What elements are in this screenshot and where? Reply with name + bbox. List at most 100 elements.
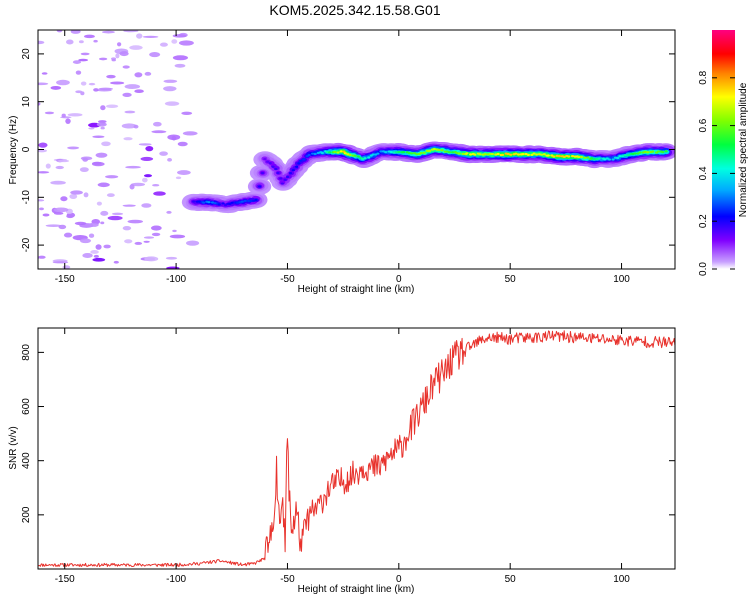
- heatmap-x-label: Height of straight line (km): [298, 284, 415, 295]
- snr-y-tick-label: 400: [21, 452, 32, 469]
- heatmap-noise-cell: [45, 224, 62, 227]
- heatmap-ridge-cell: [432, 147, 436, 151]
- heatmap-ridge-cell: [514, 152, 518, 155]
- heatmap-noise-cell: [107, 215, 123, 221]
- heatmap-noise-cell: [186, 240, 200, 246]
- heatmap-ridge-cell: [286, 175, 290, 179]
- heatmap-ridge-cell: [210, 201, 215, 204]
- heatmap-ridge-cell: [501, 153, 505, 156]
- heatmap-noise-cell: [66, 214, 74, 219]
- heatmap-noise-cell: [79, 167, 89, 173]
- heatmap-noise-cell: [124, 110, 136, 114]
- heatmap-noise-cell: [159, 151, 168, 156]
- heatmap-noise-cell: [122, 92, 132, 98]
- heatmap-noise-cell: [82, 157, 89, 162]
- heatmap-ridge-cell: [297, 162, 301, 165]
- heatmap-noise-cell: [144, 256, 159, 262]
- heatmap-ridge-cell: [274, 167, 278, 171]
- heatmap-ridge-cell: [579, 155, 584, 159]
- heatmap-ridge-cell: [428, 149, 432, 153]
- heatmap-ridge-cell: [516, 153, 521, 156]
- heatmap-noise-cell: [93, 88, 99, 92]
- heatmap-ridge-cell: [664, 150, 668, 153]
- heatmap-ridge-cell: [597, 157, 601, 160]
- heatmap-noise-cell: [50, 180, 66, 185]
- heatmap-noise-cell: [53, 207, 69, 213]
- heatmap-noise-cell: [90, 250, 99, 254]
- colorbar-tick-label: 0.2: [698, 214, 709, 228]
- heatmap-noise-cell: [134, 241, 143, 245]
- heatmap-noise-cell: [123, 30, 139, 33]
- heatmap-noise-cell: [172, 55, 188, 61]
- heatmap-x-tick-label: -50: [280, 274, 295, 285]
- heatmap-noise-cell: [72, 60, 82, 64]
- heatmap-noise-cell: [70, 30, 81, 34]
- heatmap-noise-cell: [44, 111, 55, 115]
- heatmap-ridge-cell: [356, 155, 360, 158]
- heatmap-ridge-cell: [217, 203, 221, 206]
- heatmap-noise-cell: [125, 165, 141, 169]
- heatmap-noise-cell: [87, 222, 99, 227]
- heatmap-ridge-cell: [478, 153, 482, 156]
- heatmap-ridge-cell: [221, 202, 225, 205]
- snr-y-label: SNR (v/v): [8, 426, 19, 469]
- snr-x-axis: -150 -100 -50 0 50 100: [55, 328, 630, 585]
- heatmap-noise-cell: [79, 238, 92, 244]
- heatmap-ridge-cell: [540, 153, 544, 156]
- heatmap-noise-cell: [122, 65, 130, 69]
- heatmap-ridge-cell: [415, 153, 419, 156]
- heatmap-y-tick: 20: [21, 48, 675, 60]
- heatmap-noise-cell: [38, 255, 46, 259]
- heatmap-noise-cell: [177, 141, 188, 147]
- heatmap-ridge-cell: [202, 201, 206, 204]
- heatmap-ridge-cell: [465, 152, 469, 155]
- colorbar-tick: 0.2: [698, 214, 735, 228]
- heatmap-noise-cell: [106, 74, 116, 79]
- snr-y-tick: 800: [21, 344, 675, 361]
- heatmap-ridge-cell: [626, 154, 630, 157]
- heatmap-ridge-cell: [638, 151, 642, 154]
- heatmap-noise-cell: [100, 126, 105, 130]
- heatmap-ridge-cell: [258, 185, 262, 188]
- heatmap-noise-cell: [138, 143, 152, 146]
- heatmap-noise-cell: [123, 137, 133, 141]
- heatmap-noise-cell: [80, 52, 90, 56]
- heatmap-noise-cell: [95, 152, 108, 158]
- heatmap-ridge-cell: [542, 153, 546, 156]
- heatmap-y-tick-label: 20: [21, 48, 32, 60]
- heatmap-noise-cell: [117, 42, 122, 47]
- heatmap-noise-cell: [167, 158, 172, 162]
- heatmap-ridge-cell: [311, 152, 315, 155]
- heatmap-ridge-cell: [483, 153, 487, 156]
- heatmap-ridge-cell: [333, 150, 337, 154]
- heatmap-y-tick: 0: [21, 146, 675, 152]
- heatmap-ridge-cell: [412, 152, 417, 155]
- heatmap-noise-cell: [97, 182, 110, 188]
- heatmap-noise-cell: [182, 131, 198, 136]
- colorbar-tick-label: 0.4: [698, 166, 709, 180]
- heatmap-noise-cell: [67, 146, 80, 150]
- heatmap-noise-cell: [39, 207, 44, 211]
- colorbar-tick: 0.0: [698, 262, 735, 276]
- heatmap-noise-cell: [75, 90, 83, 94]
- heatmap-ridge-cell: [243, 199, 247, 203]
- heatmap-noise-cell: [83, 192, 89, 198]
- heatmap-noise-cell: [56, 30, 63, 33]
- heatmap-ridge-cell: [570, 155, 575, 158]
- heatmap-ridge-cell: [307, 153, 311, 157]
- heatmap-noise-cell: [115, 53, 120, 59]
- heatmap-ridge-cell: [661, 150, 665, 154]
- colorbar-gradient: [712, 30, 735, 269]
- heatmap-ridge-cell: [526, 153, 530, 156]
- heatmap-ridge-cell: [289, 171, 293, 175]
- heatmap-noise-cell: [38, 101, 41, 106]
- snr-y-tick: 600: [21, 398, 675, 415]
- snr-x-tick-label: 50: [505, 574, 517, 585]
- heatmap-noise-cell: [105, 104, 119, 108]
- heatmap-noise-cell: [165, 256, 178, 260]
- heatmap-noise-cell: [52, 261, 69, 264]
- heatmap-ridge-cell: [397, 150, 401, 154]
- heatmap-ridge-cell: [562, 155, 566, 158]
- heatmap-noise-cell: [45, 163, 51, 169]
